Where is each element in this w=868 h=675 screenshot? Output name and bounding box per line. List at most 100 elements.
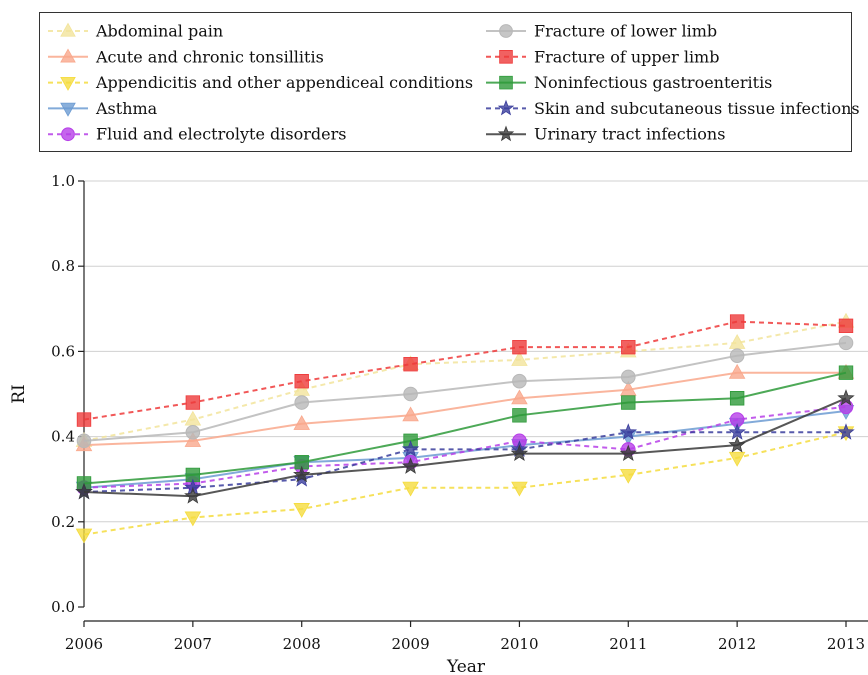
data-point bbox=[619, 444, 637, 462]
series-line-noninfectious-gastroenteritis bbox=[83, 371, 847, 485]
series-line-fluid-and-electrolyte-disorders bbox=[83, 405, 847, 489]
legend-item-asthma: Asthma bbox=[48, 99, 158, 118]
data-point bbox=[837, 423, 855, 440]
data-point bbox=[76, 433, 92, 449]
legend-item-urinary-tract-infections: Urinary tract infections bbox=[486, 125, 725, 144]
data-point bbox=[75, 528, 93, 544]
legend-label: Fluid and electrolyte disorders bbox=[96, 125, 346, 144]
series-line-acute-and-chronic-tonsillitis bbox=[83, 371, 846, 447]
data-point bbox=[728, 435, 746, 453]
legend-item-abdominal-pain: Abdominal pain bbox=[48, 22, 223, 41]
x-tick-label: 2012 bbox=[718, 635, 756, 653]
data-point bbox=[621, 395, 636, 410]
data-point bbox=[511, 351, 528, 366]
x-axis-label: Year bbox=[446, 657, 486, 675]
legend-marker bbox=[61, 127, 75, 142]
data-point bbox=[620, 468, 637, 484]
legend-marker bbox=[60, 102, 76, 117]
legend-item-fracture-of-upper-limb: Fracture of upper limb bbox=[486, 47, 719, 66]
data-point bbox=[512, 373, 527, 389]
legend-item-fracture-of-lower-limb: Fracture of lower limb bbox=[486, 22, 717, 41]
data-point bbox=[293, 465, 311, 483]
legend-item-fluid-and-electrolyte-disorders: Fluid and electrolyte disorders bbox=[48, 125, 346, 144]
data-point bbox=[75, 482, 93, 500]
legend-label: Urinary tract infections bbox=[534, 125, 725, 144]
data-point bbox=[729, 348, 745, 363]
series-fracture-of-upper-limb bbox=[76, 314, 854, 427]
legend-label: Appendicitis and other appendiceal condi… bbox=[95, 73, 473, 92]
legend-marker bbox=[60, 22, 76, 37]
y-tick-label: 0.2 bbox=[51, 513, 75, 531]
legend: Abdominal pain Acute and chronic tonsilli… bbox=[39, 12, 860, 152]
series-noninfectious-gastroenteritis bbox=[76, 365, 854, 491]
legend-label: Acute and chronic tonsillitis bbox=[95, 47, 324, 66]
series-line-urinary-tract-infections bbox=[83, 397, 847, 498]
y-tick-label: 0.4 bbox=[51, 428, 75, 446]
data-point bbox=[401, 457, 420, 474]
data-point bbox=[401, 440, 420, 457]
data-point bbox=[185, 425, 201, 440]
data-point bbox=[402, 406, 419, 422]
series-urinary-tract-infections bbox=[75, 389, 855, 504]
data-point bbox=[729, 314, 745, 329]
legend-label: Asthma bbox=[95, 99, 158, 118]
y-tick-label: 0.6 bbox=[51, 342, 75, 360]
data-point bbox=[728, 363, 746, 379]
series-fracture-of-lower-limb bbox=[76, 335, 854, 449]
x-tick-label: 2007 bbox=[174, 635, 212, 653]
data-point bbox=[403, 356, 418, 372]
x-tick-label: 2008 bbox=[283, 635, 321, 653]
y-axis-label: RI bbox=[9, 384, 29, 404]
data-point bbox=[184, 410, 202, 426]
legend-label: Noninfectious gastroenteritis bbox=[534, 73, 772, 92]
y-tick-label: 1.0 bbox=[51, 172, 75, 190]
data-point bbox=[838, 318, 854, 334]
legend-label: Abdominal pain bbox=[95, 22, 223, 41]
data-point bbox=[294, 395, 310, 410]
legend-box bbox=[39, 12, 852, 152]
legend-marker bbox=[60, 76, 76, 91]
x-tick-label: 2009 bbox=[391, 635, 429, 653]
data-point bbox=[512, 339, 527, 355]
data-point bbox=[294, 454, 309, 470]
series-line-fracture-of-upper-limb bbox=[83, 320, 847, 421]
data-point bbox=[402, 481, 419, 497]
data-point bbox=[185, 395, 201, 410]
data-point bbox=[620, 369, 636, 385]
data-point bbox=[728, 423, 746, 440]
legend-item-skin-and-subcutaneous-tissue-infections: Skin and subcutaneous tissue infections bbox=[486, 99, 860, 118]
series-group bbox=[75, 312, 855, 544]
legend-marker bbox=[499, 24, 513, 38]
data-point bbox=[510, 444, 529, 462]
series-line-asthma bbox=[83, 410, 847, 489]
data-point bbox=[729, 391, 745, 406]
data-point bbox=[76, 412, 92, 427]
legend-label: Skin and subcutaneous tissue infections bbox=[534, 99, 860, 118]
legend-marker bbox=[60, 48, 76, 63]
legend-marker bbox=[499, 50, 513, 64]
data-point bbox=[728, 451, 746, 467]
data-point bbox=[293, 415, 310, 430]
data-point bbox=[837, 389, 855, 406]
x-tick-label: 2010 bbox=[500, 635, 538, 653]
x-tick-label: 2013 bbox=[827, 635, 865, 653]
series-line-abdominal-pain bbox=[83, 320, 847, 442]
data-point bbox=[185, 467, 201, 483]
data-point bbox=[838, 335, 854, 351]
series-line-fracture-of-lower-limb bbox=[83, 341, 847, 442]
legend-marker bbox=[499, 75, 513, 90]
x-tick-label: 2006 bbox=[65, 635, 103, 653]
data-point bbox=[512, 408, 527, 423]
data-point bbox=[293, 503, 310, 518]
x-tick-label: 2011 bbox=[609, 635, 647, 653]
y-tick-label: 0.0 bbox=[51, 598, 75, 616]
data-point bbox=[184, 487, 202, 504]
series-acute-and-chronic-tonsillitis bbox=[75, 363, 855, 452]
gridlines bbox=[84, 180, 868, 523]
legend-item-appendicitis-and-other-appendiceal-conditions: Appendicitis and other appendiceal condi… bbox=[48, 73, 473, 92]
data-point bbox=[184, 511, 202, 527]
legend-item-noninfectious-gastroenteritis: Noninfectious gastroenteritis bbox=[486, 73, 772, 92]
series-line-appendicitis-and-other-appendiceal-conditions bbox=[83, 431, 847, 536]
data-point bbox=[294, 374, 309, 389]
